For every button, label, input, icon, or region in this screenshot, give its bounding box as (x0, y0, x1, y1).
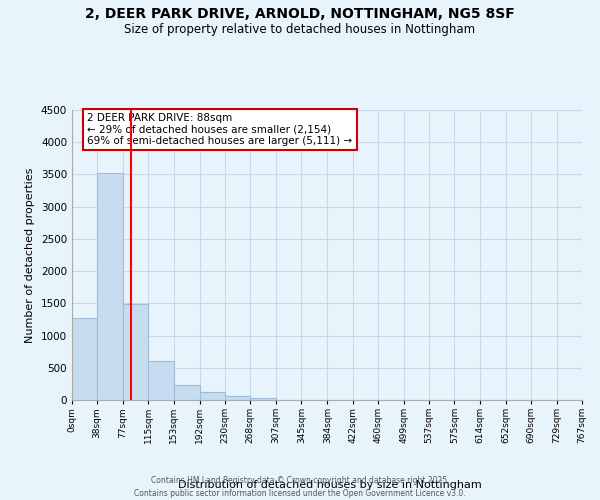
Bar (97, 172, 123, 400)
Bar (148, 362, 174, 400)
Text: Distribution of detached houses by size in Nottingham: Distribution of detached houses by size … (178, 480, 482, 490)
Text: 2 DEER PARK DRIVE: 88sqm
← 29% of detached houses are smaller (2,154)
69% of sem: 2 DEER PARK DRIVE: 88sqm ← 29% of detach… (88, 113, 352, 146)
Text: 2, DEER PARK DRIVE, ARNOLD, NOTTINGHAM, NG5 8SF: 2, DEER PARK DRIVE, ARNOLD, NOTTINGHAM, … (85, 8, 515, 22)
Bar (174, 384, 200, 400)
Text: Size of property relative to detached houses in Nottingham: Size of property relative to detached ho… (124, 22, 476, 36)
Bar (200, 392, 225, 400)
Y-axis label: Number of detached properties: Number of detached properties (25, 168, 35, 342)
Bar (225, 396, 250, 400)
Text: Contains HM Land Registry data © Crown copyright and database right 2025.
Contai: Contains HM Land Registry data © Crown c… (134, 476, 466, 498)
Bar (250, 398, 276, 400)
Bar (72, 318, 97, 400)
Bar (123, 304, 148, 400)
